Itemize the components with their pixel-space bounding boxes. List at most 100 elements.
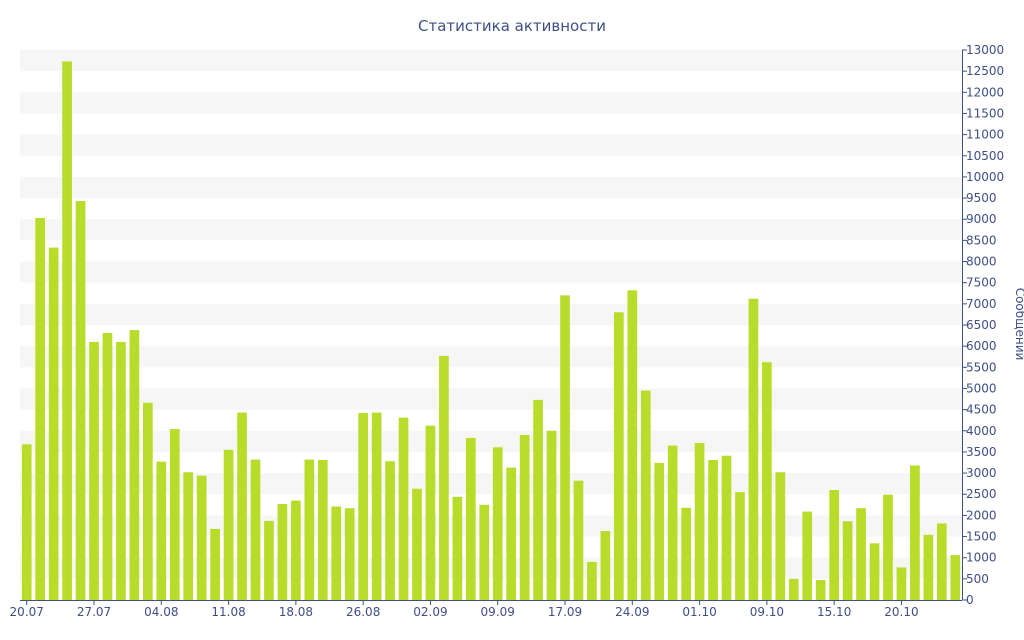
bar[interactable] [654, 462, 665, 600]
bar[interactable] [519, 435, 530, 600]
bar[interactable] [425, 425, 436, 600]
bar[interactable] [694, 443, 705, 600]
bar[interactable] [196, 475, 207, 600]
bar[interactable] [815, 580, 826, 600]
bar[interactable] [439, 355, 449, 600]
bar[interactable] [237, 412, 247, 600]
bar[interactable] [681, 507, 691, 600]
bar[interactable] [465, 437, 476, 600]
bar[interactable] [317, 459, 328, 600]
bar[interactable] [210, 528, 220, 600]
bar[interactable] [708, 459, 718, 600]
y-tick-label: 11000 [966, 128, 1004, 142]
bar[interactable] [223, 449, 234, 600]
x-tick-label: 15.10 [817, 605, 851, 619]
x-tick-label: 01.10 [682, 605, 716, 619]
bar[interactable] [587, 561, 597, 600]
bar[interactable] [667, 445, 678, 600]
bar[interactable] [48, 247, 59, 601]
bar[interactable] [546, 430, 557, 600]
grid-band [20, 261, 962, 283]
bar[interactable] [506, 467, 517, 600]
y-tick-label: 8500 [966, 233, 997, 247]
bar[interactable] [869, 543, 880, 600]
bar[interactable] [842, 521, 853, 600]
bar[interactable] [950, 555, 961, 600]
bar[interactable] [169, 429, 180, 600]
bar[interactable] [573, 480, 584, 600]
x-tick-label: 27.07 [77, 605, 111, 619]
bar[interactable] [600, 531, 611, 600]
x-tick-label: 18.08 [279, 605, 313, 619]
y-tick-label: 500 [966, 572, 989, 586]
bar[interactable] [277, 503, 288, 600]
x-tick-label: 26.08 [346, 605, 380, 619]
y-tick-label: 1500 [966, 530, 997, 544]
bar[interactable] [910, 465, 920, 600]
bar[interactable] [923, 534, 934, 600]
y-tick-label: 12500 [966, 64, 1004, 78]
bar[interactable] [896, 567, 907, 600]
bar[interactable] [385, 461, 395, 600]
bar[interactable] [775, 472, 786, 600]
y-tick-label: 4500 [966, 403, 997, 417]
bar[interactable] [533, 399, 543, 600]
x-tick-label: 20.07 [10, 605, 44, 619]
bar[interactable] [829, 490, 840, 600]
bar[interactable] [492, 447, 503, 600]
bar[interactable] [142, 402, 153, 600]
bar[interactable] [371, 412, 382, 600]
bar[interactable] [183, 472, 194, 600]
y-tick-label: 1000 [966, 551, 997, 565]
bar[interactable] [721, 455, 732, 600]
bar[interactable] [129, 330, 140, 600]
bar[interactable] [62, 61, 72, 600]
grid-bands [20, 50, 962, 579]
bar[interactable] [856, 508, 866, 600]
y-axis-label: Сообщений [1013, 288, 1024, 361]
y-tick-label: 13000 [966, 43, 1004, 57]
bar[interactable] [331, 506, 342, 601]
bar[interactable] [304, 459, 315, 600]
bar[interactable] [412, 488, 422, 600]
x-tick-label: 09.09 [481, 605, 515, 619]
bar[interactable] [748, 298, 759, 600]
y-tick-label: 12000 [966, 85, 1004, 99]
bar[interactable] [89, 341, 99, 600]
grid-band [20, 388, 962, 410]
bar[interactable] [102, 333, 113, 600]
bar[interactable] [762, 362, 772, 600]
bar[interactable] [479, 504, 490, 600]
x-axis: 20.07 27.07 04.08 11.08 18.08 26.08 02.09 09.09… [10, 600, 962, 619]
y-axis: 0 500 1000 1500 2000 2500 3000 3500 4000 4500 5000… [962, 43, 1004, 607]
y-tick-label: 3500 [966, 445, 997, 459]
chart-title: Статистика активности [418, 17, 606, 35]
bar[interactable] [398, 417, 409, 600]
bar[interactable] [291, 500, 301, 600]
bar[interactable] [640, 390, 651, 600]
bar[interactable] [358, 413, 369, 600]
bar[interactable] [735, 492, 745, 600]
bar[interactable] [250, 459, 261, 600]
bar[interactable] [883, 494, 893, 600]
y-tick-label: 2000 [966, 508, 997, 522]
bar[interactable] [75, 201, 86, 601]
bar[interactable] [344, 508, 355, 600]
bar[interactable] [936, 523, 947, 600]
bar[interactable] [627, 290, 638, 600]
bar[interactable] [788, 578, 799, 600]
grid-band [20, 134, 962, 156]
bar[interactable] [452, 496, 463, 600]
bar[interactable] [802, 511, 813, 600]
bar[interactable] [21, 444, 32, 600]
bar[interactable] [264, 520, 274, 600]
bar[interactable] [560, 295, 570, 600]
bar[interactable] [613, 312, 624, 600]
bar[interactable] [116, 341, 126, 600]
bar[interactable] [156, 461, 167, 600]
grid-band [20, 303, 962, 325]
y-tick-label: 5000 [966, 381, 997, 395]
bar[interactable] [35, 217, 46, 600]
y-tick-label: 10000 [966, 170, 1004, 184]
